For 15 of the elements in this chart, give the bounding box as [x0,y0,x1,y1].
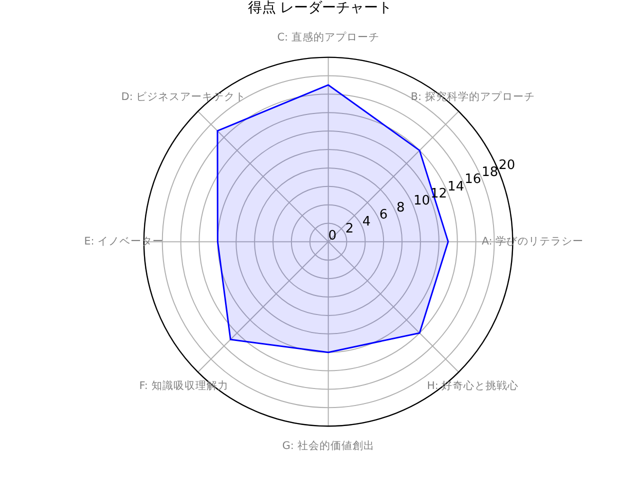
y-tick-label: 0 [328,228,337,244]
y-tick-label: 10 [413,193,430,208]
y-tick-label: 4 [362,214,371,230]
y-tick-label: 20 [498,158,516,174]
y-tick-label: 16 [464,172,482,188]
chart-title: 得点 レーダーチャート [248,0,392,16]
y-tick-label: 8 [396,200,405,216]
y-tick-label: 6 [379,208,388,223]
spoke-label: G: 社会的価値創出 [282,439,374,452]
y-tick-label: 18 [482,165,498,180]
y-tick-label: 2 [345,222,354,237]
spoke-label: C: 直感的アプローチ [277,30,380,44]
y-tick-label: 14 [448,179,464,194]
spoke-label: D: ビジネスアーキテクト [121,91,246,104]
spoke-label: H: 好奇心と挑戦心 [426,379,519,392]
